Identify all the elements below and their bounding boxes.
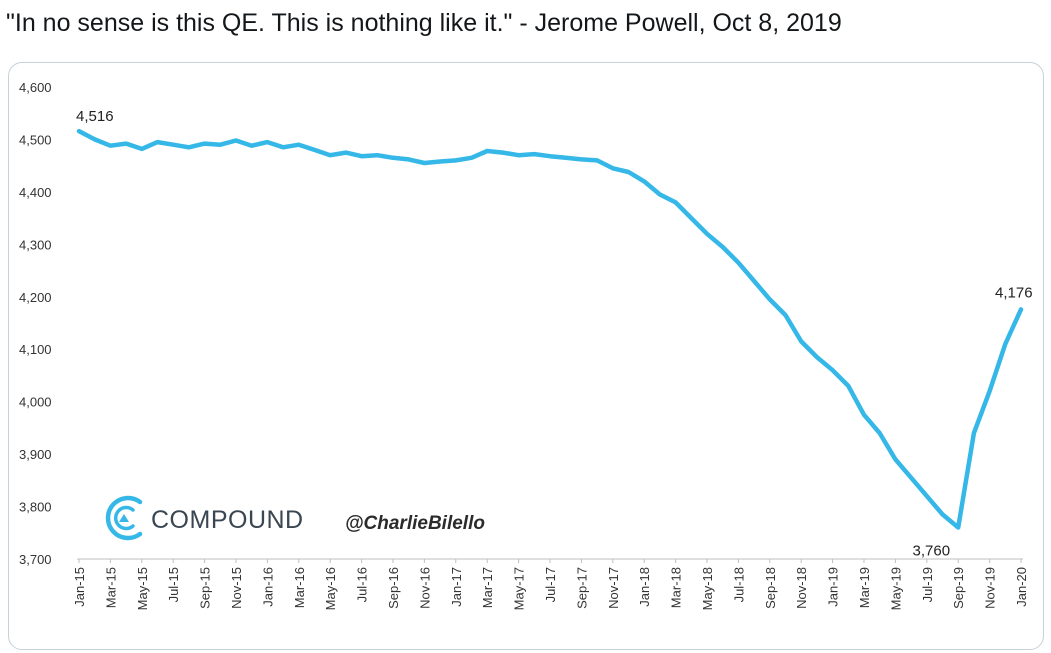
x-tick-label: Jan-20 xyxy=(1014,567,1029,607)
y-tick-label: 4,400 xyxy=(19,185,52,200)
x-tick-label: May-16 xyxy=(323,567,338,610)
data-label: 3,760 xyxy=(913,543,951,560)
tweet-text: "In no sense is this QE. This is nothing… xyxy=(6,9,842,37)
x-tick-label: Nov-19 xyxy=(983,567,998,609)
x-tick-label: Jul-19 xyxy=(920,567,935,602)
series-line xyxy=(76,128,1024,530)
x-tick-label: Mar-15 xyxy=(103,567,118,608)
x-tick-label: May-17 xyxy=(512,567,527,610)
x-tick-label: Jul-16 xyxy=(355,567,370,602)
x-tick-label: Mar-18 xyxy=(669,567,684,608)
data-label: 4,176 xyxy=(995,284,1033,301)
x-tick-label: Jan-16 xyxy=(260,567,275,607)
x-tick-label: Sep-19 xyxy=(951,567,966,609)
y-tick-label: 3,700 xyxy=(19,552,52,567)
y-tick-label: 4,300 xyxy=(19,237,52,252)
x-tick-label: Sep-15 xyxy=(198,567,213,609)
y-axis: 4,600 4,500 4,400 4,300 4,200 4,100 4,000 3,900… xyxy=(19,80,52,567)
x-tick-label: May-19 xyxy=(888,567,903,610)
x-tick-label: Nov-16 xyxy=(417,567,432,609)
x-tick-label: Jul-18 xyxy=(731,567,746,602)
x-tick-label: Mar-16 xyxy=(292,567,307,608)
y-tick-label: 4,200 xyxy=(19,290,52,305)
y-tick-label: 4,500 xyxy=(19,132,52,147)
x-tick-label: May-18 xyxy=(700,567,715,610)
x-tick-label: Sep-17 xyxy=(574,567,589,609)
x-tick-label: Nov-18 xyxy=(794,567,809,609)
x-tick-label: Mar-19 xyxy=(857,567,872,608)
x-tick-label: Sep-18 xyxy=(763,567,778,609)
x-tick-label: May-15 xyxy=(135,567,150,610)
x-tick-label: Jul-15 xyxy=(166,567,181,602)
y-tick-label: 4,000 xyxy=(19,395,52,410)
y-tick-label: 4,600 xyxy=(19,80,52,95)
x-tick-label: Jan-19 xyxy=(826,567,841,607)
x-axis-ticks: Jan-15 Mar-15 May-15 Jul-15 Sep-15 Nov-15 Jan-… xyxy=(72,559,1029,610)
compound-logo-icon xyxy=(105,495,143,541)
x-tick-label: Nov-15 xyxy=(229,567,244,609)
annotations: 4,516 3,760 4,176 xyxy=(76,108,1033,559)
y-tick-label: 3,900 xyxy=(19,447,52,462)
x-tick-label: Jan-17 xyxy=(449,567,464,607)
x-tick-label: Jan-18 xyxy=(637,567,652,607)
x-tick-label: Sep-16 xyxy=(386,567,401,609)
x-tick-label: Nov-17 xyxy=(606,567,621,609)
logo-text: COMPOUND xyxy=(151,506,304,534)
x-tick-label: Mar-17 xyxy=(480,567,495,608)
x-tick-label: Jan-15 xyxy=(72,567,87,607)
handle-text: @CharlieBilello xyxy=(345,513,485,534)
chart-card[interactable]: 4,600 4,500 4,400 4,300 4,200 4,100 4,000 3,900… xyxy=(8,62,1044,650)
branding: COMPOUND @CharlieBilello xyxy=(105,495,485,541)
chart: 4,600 4,500 4,400 4,300 4,200 4,100 4,000 3,900… xyxy=(19,80,1033,610)
y-tick-label: 4,100 xyxy=(19,342,52,357)
y-tick-label: 3,800 xyxy=(19,500,52,515)
data-label: 4,516 xyxy=(76,108,114,125)
x-tick-label: Jul-17 xyxy=(543,567,558,602)
